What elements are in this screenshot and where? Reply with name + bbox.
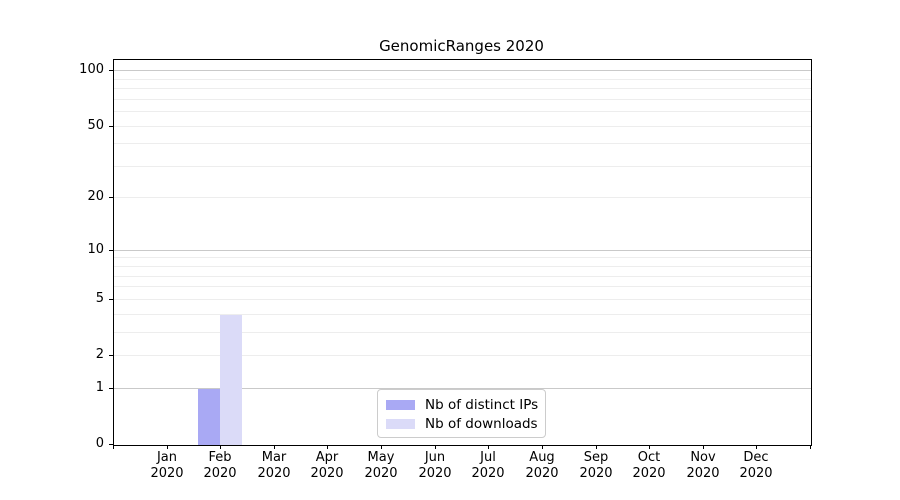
minor-gridline — [114, 266, 811, 267]
y-tick-label: 50 — [87, 118, 104, 133]
y-tick-label: 2 — [95, 347, 104, 362]
major-gridline — [114, 70, 811, 71]
y-tick-label: 10 — [87, 242, 104, 257]
x-tick-label: May 2020 — [349, 450, 413, 482]
x-tick — [703, 445, 704, 449]
legend-label-distinct-ips: Nb of distinct IPs — [425, 396, 539, 413]
x-tick-year: 2020 — [364, 466, 398, 481]
y-tick-label: 0 — [95, 436, 104, 451]
x-tick — [274, 445, 275, 449]
legend-item-downloads: Nb of downloads — [386, 414, 538, 433]
x-tick-month: Mar — [261, 450, 287, 465]
x-tick-label: Dec 2020 — [724, 450, 788, 482]
minor-gridline — [114, 314, 811, 315]
minor-gridline — [114, 126, 811, 127]
bar-distinct-ips — [198, 389, 221, 445]
x-tick — [542, 445, 543, 449]
legend-swatch-distinct-ips-icon — [386, 399, 415, 410]
y-tick — [109, 388, 113, 389]
x-tick-label: Aug 2020 — [510, 450, 574, 482]
legend-item-distinct-ips: Nb of distinct IPs — [386, 395, 539, 414]
y-tick — [109, 299, 113, 300]
x-tick-month: Oct — [637, 450, 661, 465]
x-tick-month: Feb — [208, 450, 232, 465]
legend-label-downloads: Nb of downloads — [425, 415, 538, 432]
x-tick-month: Jan — [156, 450, 178, 465]
y-tick — [109, 197, 113, 198]
x-tick-month: Aug — [529, 450, 555, 465]
x-tick-month: Jun — [424, 450, 446, 465]
x-tick — [113, 445, 114, 449]
legend: Nb of distinct IPs Nb of downloads — [377, 389, 546, 438]
minor-gridline — [114, 257, 811, 258]
x-tick-month: Jul — [480, 450, 496, 465]
major-gridline — [114, 250, 811, 251]
x-tick — [596, 445, 597, 449]
x-tick-month: May — [367, 450, 395, 465]
x-tick-year: 2020 — [203, 466, 237, 481]
x-tick — [810, 445, 811, 449]
y-tick-label: 20 — [87, 189, 104, 204]
minor-gridline — [114, 276, 811, 277]
x-tick-year: 2020 — [525, 466, 559, 481]
bar-downloads — [220, 315, 243, 445]
minor-gridline — [114, 88, 811, 89]
y-tick — [109, 126, 113, 127]
y-tick-label: 100 — [79, 62, 104, 77]
minor-gridline — [114, 332, 811, 333]
minor-gridline — [114, 286, 811, 287]
plot-area — [113, 59, 812, 446]
minor-gridline — [114, 143, 811, 144]
minor-gridline — [114, 355, 811, 356]
x-tick — [756, 445, 757, 449]
minor-gridline — [114, 79, 811, 80]
major-gridline — [114, 388, 811, 389]
x-tick-year: 2020 — [418, 466, 452, 481]
x-tick-label: Jan 2020 — [135, 450, 199, 482]
x-tick-year: 2020 — [310, 466, 344, 481]
minor-gridline — [114, 166, 811, 167]
x-tick — [381, 445, 382, 449]
x-tick — [220, 445, 221, 449]
minor-gridline — [114, 197, 811, 198]
x-tick — [488, 445, 489, 449]
chart-title: GenomicRanges 2020 — [379, 37, 544, 55]
x-tick-year: 2020 — [257, 466, 291, 481]
x-tick-label: Jun 2020 — [403, 450, 467, 482]
y-tick-label: 1 — [95, 380, 104, 395]
minor-gridline — [114, 99, 811, 100]
x-tick-month: Apr — [315, 450, 339, 465]
y-tick — [109, 444, 113, 445]
y-tick — [109, 70, 113, 71]
x-tick-year: 2020 — [632, 466, 666, 481]
x-tick-year: 2020 — [686, 466, 720, 481]
y-tick — [109, 250, 113, 251]
x-tick-year: 2020 — [471, 466, 505, 481]
x-tick — [167, 445, 168, 449]
x-tick-label: Oct 2020 — [617, 450, 681, 482]
x-tick-label: Apr 2020 — [295, 450, 359, 482]
x-tick-label: Feb 2020 — [188, 450, 252, 482]
x-tick-label: Jul 2020 — [456, 450, 520, 482]
x-tick-year: 2020 — [739, 466, 773, 481]
minor-gridline — [114, 299, 811, 300]
x-tick-year: 2020 — [579, 466, 613, 481]
x-tick-label: Nov 2020 — [671, 450, 735, 482]
minor-gridline — [114, 111, 811, 112]
legend-swatch-downloads-icon — [386, 418, 415, 429]
y-tick-label: 5 — [95, 291, 104, 306]
x-tick-month: Sep — [583, 450, 609, 465]
x-tick — [649, 445, 650, 449]
x-tick-year: 2020 — [150, 466, 184, 481]
x-tick-month: Nov — [690, 450, 716, 465]
x-tick-label: Sep 2020 — [564, 450, 628, 482]
x-tick-label: Mar 2020 — [242, 450, 306, 482]
x-tick — [327, 445, 328, 449]
y-tick — [109, 355, 113, 356]
x-tick — [435, 445, 436, 449]
x-tick-month: Dec — [743, 450, 769, 465]
